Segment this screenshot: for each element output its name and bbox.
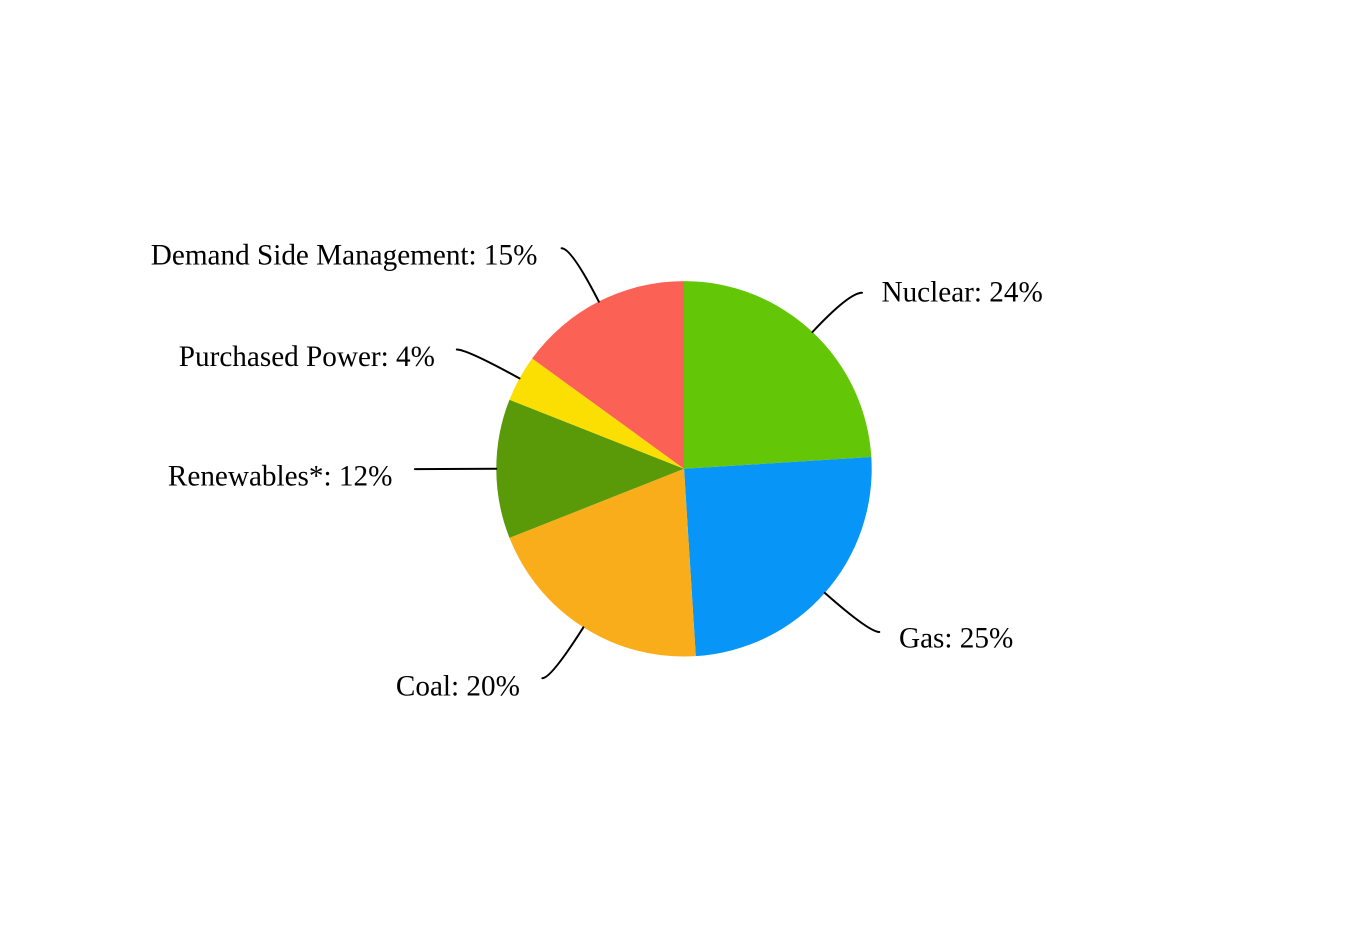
svg-text:Nuclear: 24%: Nuclear: 24% [882, 276, 1043, 308]
svg-text:Gas: 25%: Gas: 25% [899, 623, 1013, 655]
svg-text:Coal: 20%: Coal: 20% [396, 671, 520, 703]
svg-text:Demand Side Management: 15%: Demand Side Management: 15% [151, 240, 538, 272]
svg-text:Purchased Power: 4%: Purchased Power: 4% [179, 341, 435, 373]
svg-text:Renewables*: 12%: Renewables*: 12% [168, 461, 393, 493]
